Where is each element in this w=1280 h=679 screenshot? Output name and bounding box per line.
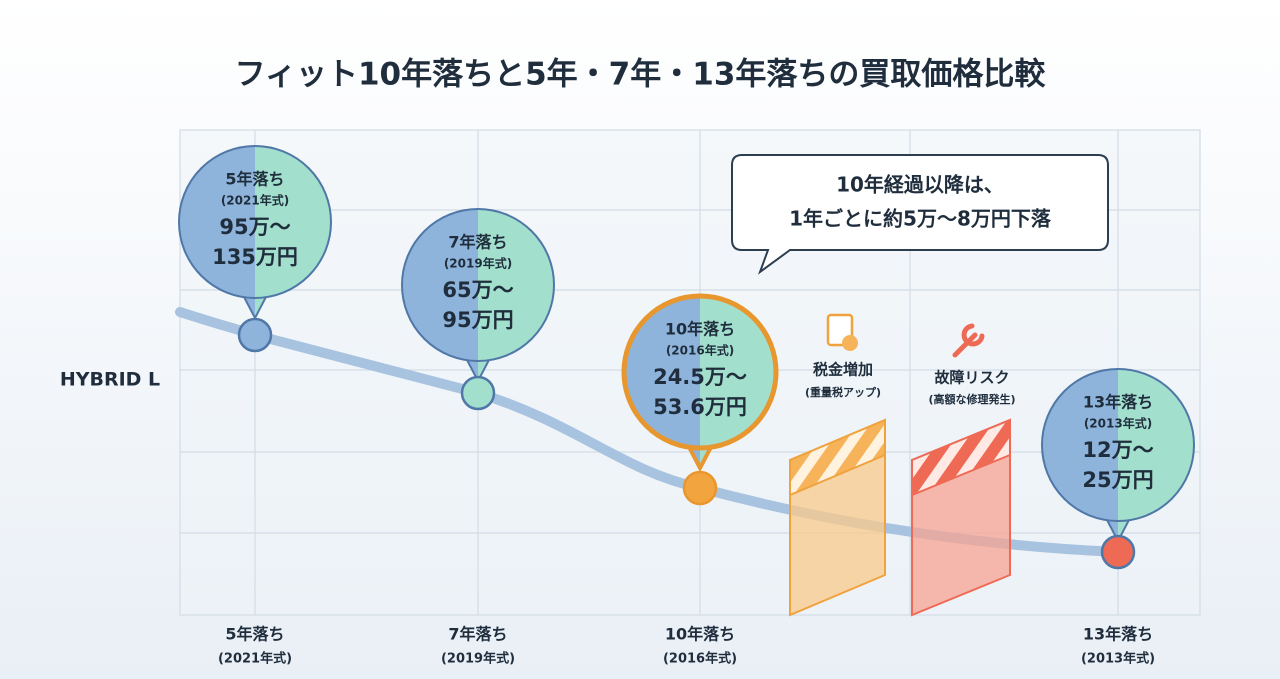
price-high: 53.6万円 [653, 395, 747, 419]
bubble-shape [401, 208, 555, 362]
bubble-label: 7年落ち [448, 233, 507, 252]
row-label: HYBRID L [60, 369, 160, 391]
callout: 10年経過以降は、 1年ごとに約5万〜8万円下落 [731, 154, 1109, 275]
price-bubble: 10年落ち (2016年式) 24.5万〜 53.6万円 [621, 293, 779, 473]
axis-year: (2013年式) [1081, 651, 1155, 667]
tax-factor: 税金増加 (重量税アップ) [789, 313, 886, 617]
price-low: 95万〜 [219, 215, 290, 239]
bubble-label: 5年落ち [225, 170, 284, 189]
price-low: 24.5万〜 [653, 365, 747, 389]
title: フィット10年落ちと5年・7年・13年落ちの買取価格比較 [235, 57, 1047, 93]
repair-factor: 故障リスク (高額な修理発生) [911, 323, 1016, 617]
axis-year: (2021年式) [218, 651, 292, 667]
axis-label: 13年落ち [1083, 625, 1153, 644]
bubble-shape [178, 145, 332, 299]
price-high: 95万円 [442, 308, 513, 332]
factor-title: 故障リスク [934, 369, 1009, 387]
bubble-year: (2016年式) [666, 343, 734, 358]
callout-line: 10年経過以降は、 [836, 173, 1004, 197]
axis-label: 5年落ち [225, 625, 284, 644]
axis-label: 7年落ち [448, 625, 507, 644]
point [1100, 534, 1136, 570]
price-bubble: 7年落ち (2019年式) 65万〜 95万円 [401, 208, 555, 384]
price-low: 12万〜 [1082, 438, 1153, 462]
bubble-year: (2019年式) [444, 256, 512, 271]
price-high: 25万円 [1082, 468, 1153, 492]
bubble-label: 13年落ち [1083, 393, 1153, 412]
price-bubble: 5年落ち (2021年式) 95万〜 135万円 [178, 145, 332, 321]
price-low: 65万〜 [442, 278, 513, 302]
bubble-year: (2021年式) [221, 193, 289, 208]
factor-title: 税金増加 [813, 361, 873, 379]
axis-year: (2016年式) [663, 651, 737, 667]
point [682, 470, 718, 506]
factor-note: (高額な修理発生) [928, 392, 1015, 406]
point [460, 375, 496, 411]
axis-year: (2019年式) [441, 651, 515, 667]
price-high: 135万円 [212, 245, 298, 269]
axis-label: 10年落ち [665, 625, 735, 644]
bubble-year: (2013年式) [1084, 416, 1152, 431]
bubble-shape [1041, 368, 1195, 522]
price-bubble: 13年落ち (2013年式) 12万〜 25万円 [1041, 368, 1195, 544]
factor-note: (重量税アップ) [805, 385, 881, 399]
point [237, 317, 273, 353]
bubble-shape [621, 293, 779, 451]
callout-line: 1年ごとに約5万〜8万円下落 [789, 207, 1052, 231]
bubble-label: 10年落ち [665, 320, 735, 339]
